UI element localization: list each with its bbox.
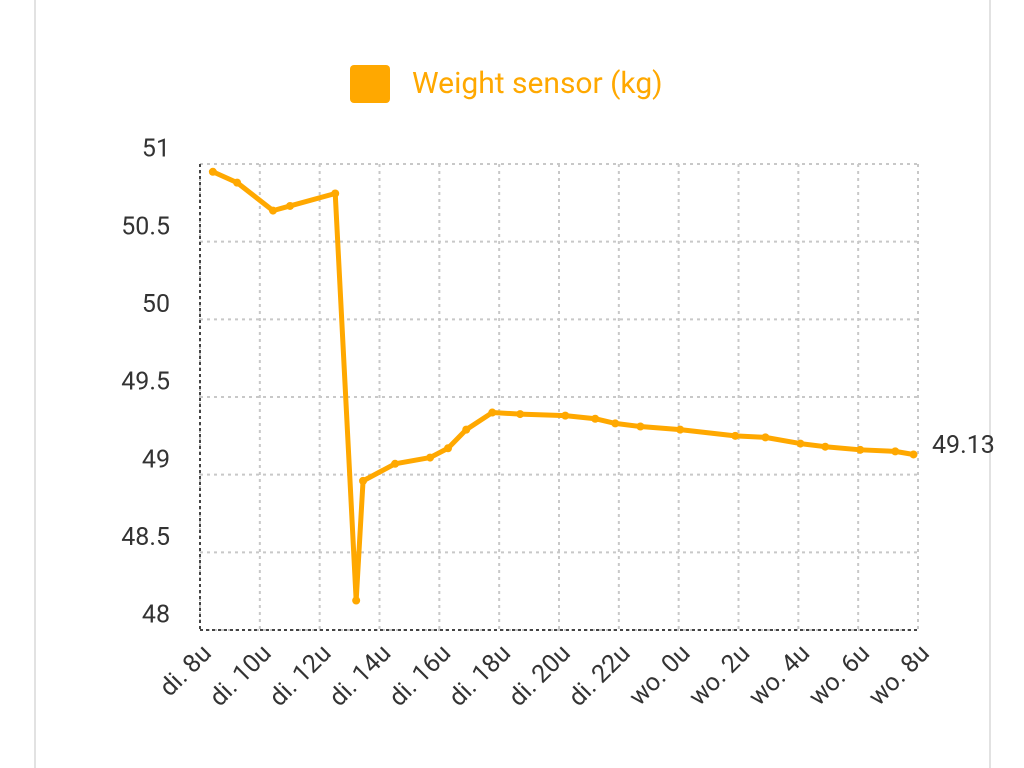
x-tick-label: wo. 0u bbox=[624, 639, 697, 712]
data-point bbox=[761, 433, 770, 442]
x-tick-label: di. 14u bbox=[324, 639, 397, 712]
value-label: 49.13 bbox=[932, 431, 995, 460]
x-tick-label: wo. 8u bbox=[863, 639, 936, 712]
x-tick-label: di. 22u bbox=[563, 639, 636, 712]
y-tick-label: 51 bbox=[142, 135, 170, 164]
data-point bbox=[856, 445, 865, 454]
data-point bbox=[731, 431, 740, 440]
data-point bbox=[462, 425, 471, 434]
data-point bbox=[286, 201, 295, 210]
data-point bbox=[426, 453, 435, 462]
data-point bbox=[891, 447, 900, 456]
data-point bbox=[488, 408, 497, 417]
data-point bbox=[359, 476, 368, 485]
y-tick-label: 48.5 bbox=[121, 523, 170, 552]
data-point bbox=[233, 178, 242, 187]
data-point bbox=[821, 442, 830, 451]
data-point bbox=[561, 411, 570, 420]
data-point bbox=[516, 410, 525, 419]
data-point bbox=[331, 189, 340, 198]
data-point bbox=[352, 596, 361, 605]
data-point bbox=[909, 450, 918, 459]
y-tick-label: 50.5 bbox=[121, 212, 170, 241]
data-point bbox=[268, 206, 277, 215]
y-tick-label: 48 bbox=[142, 601, 170, 630]
x-tick-label: wo. 4u bbox=[743, 639, 816, 712]
legend-swatch bbox=[350, 65, 390, 103]
data-line bbox=[210, 169, 917, 603]
x-tick-label: di. 18u bbox=[443, 639, 516, 712]
data-point bbox=[636, 422, 645, 431]
data-point bbox=[208, 167, 217, 176]
y-tick-label: 49.5 bbox=[121, 368, 170, 397]
data-point bbox=[611, 419, 620, 428]
x-tick-label: di. 16u bbox=[384, 639, 457, 712]
x-tick-label: di. 12u bbox=[264, 639, 337, 712]
data-point bbox=[591, 414, 600, 423]
data-point bbox=[796, 439, 805, 448]
x-tick-label: wo. 2u bbox=[684, 639, 757, 712]
data-point bbox=[676, 425, 685, 434]
data-point bbox=[444, 444, 453, 453]
y-tick-label: 49 bbox=[142, 445, 170, 474]
x-tick-label: di. 10u bbox=[204, 639, 277, 712]
y-tick-label: 50 bbox=[142, 290, 170, 319]
legend-label: Weight sensor (kg) bbox=[412, 66, 663, 101]
data-point bbox=[391, 459, 400, 468]
x-tick-label: wo. 6u bbox=[803, 639, 876, 712]
x-tick-label: di. 20u bbox=[503, 639, 576, 712]
